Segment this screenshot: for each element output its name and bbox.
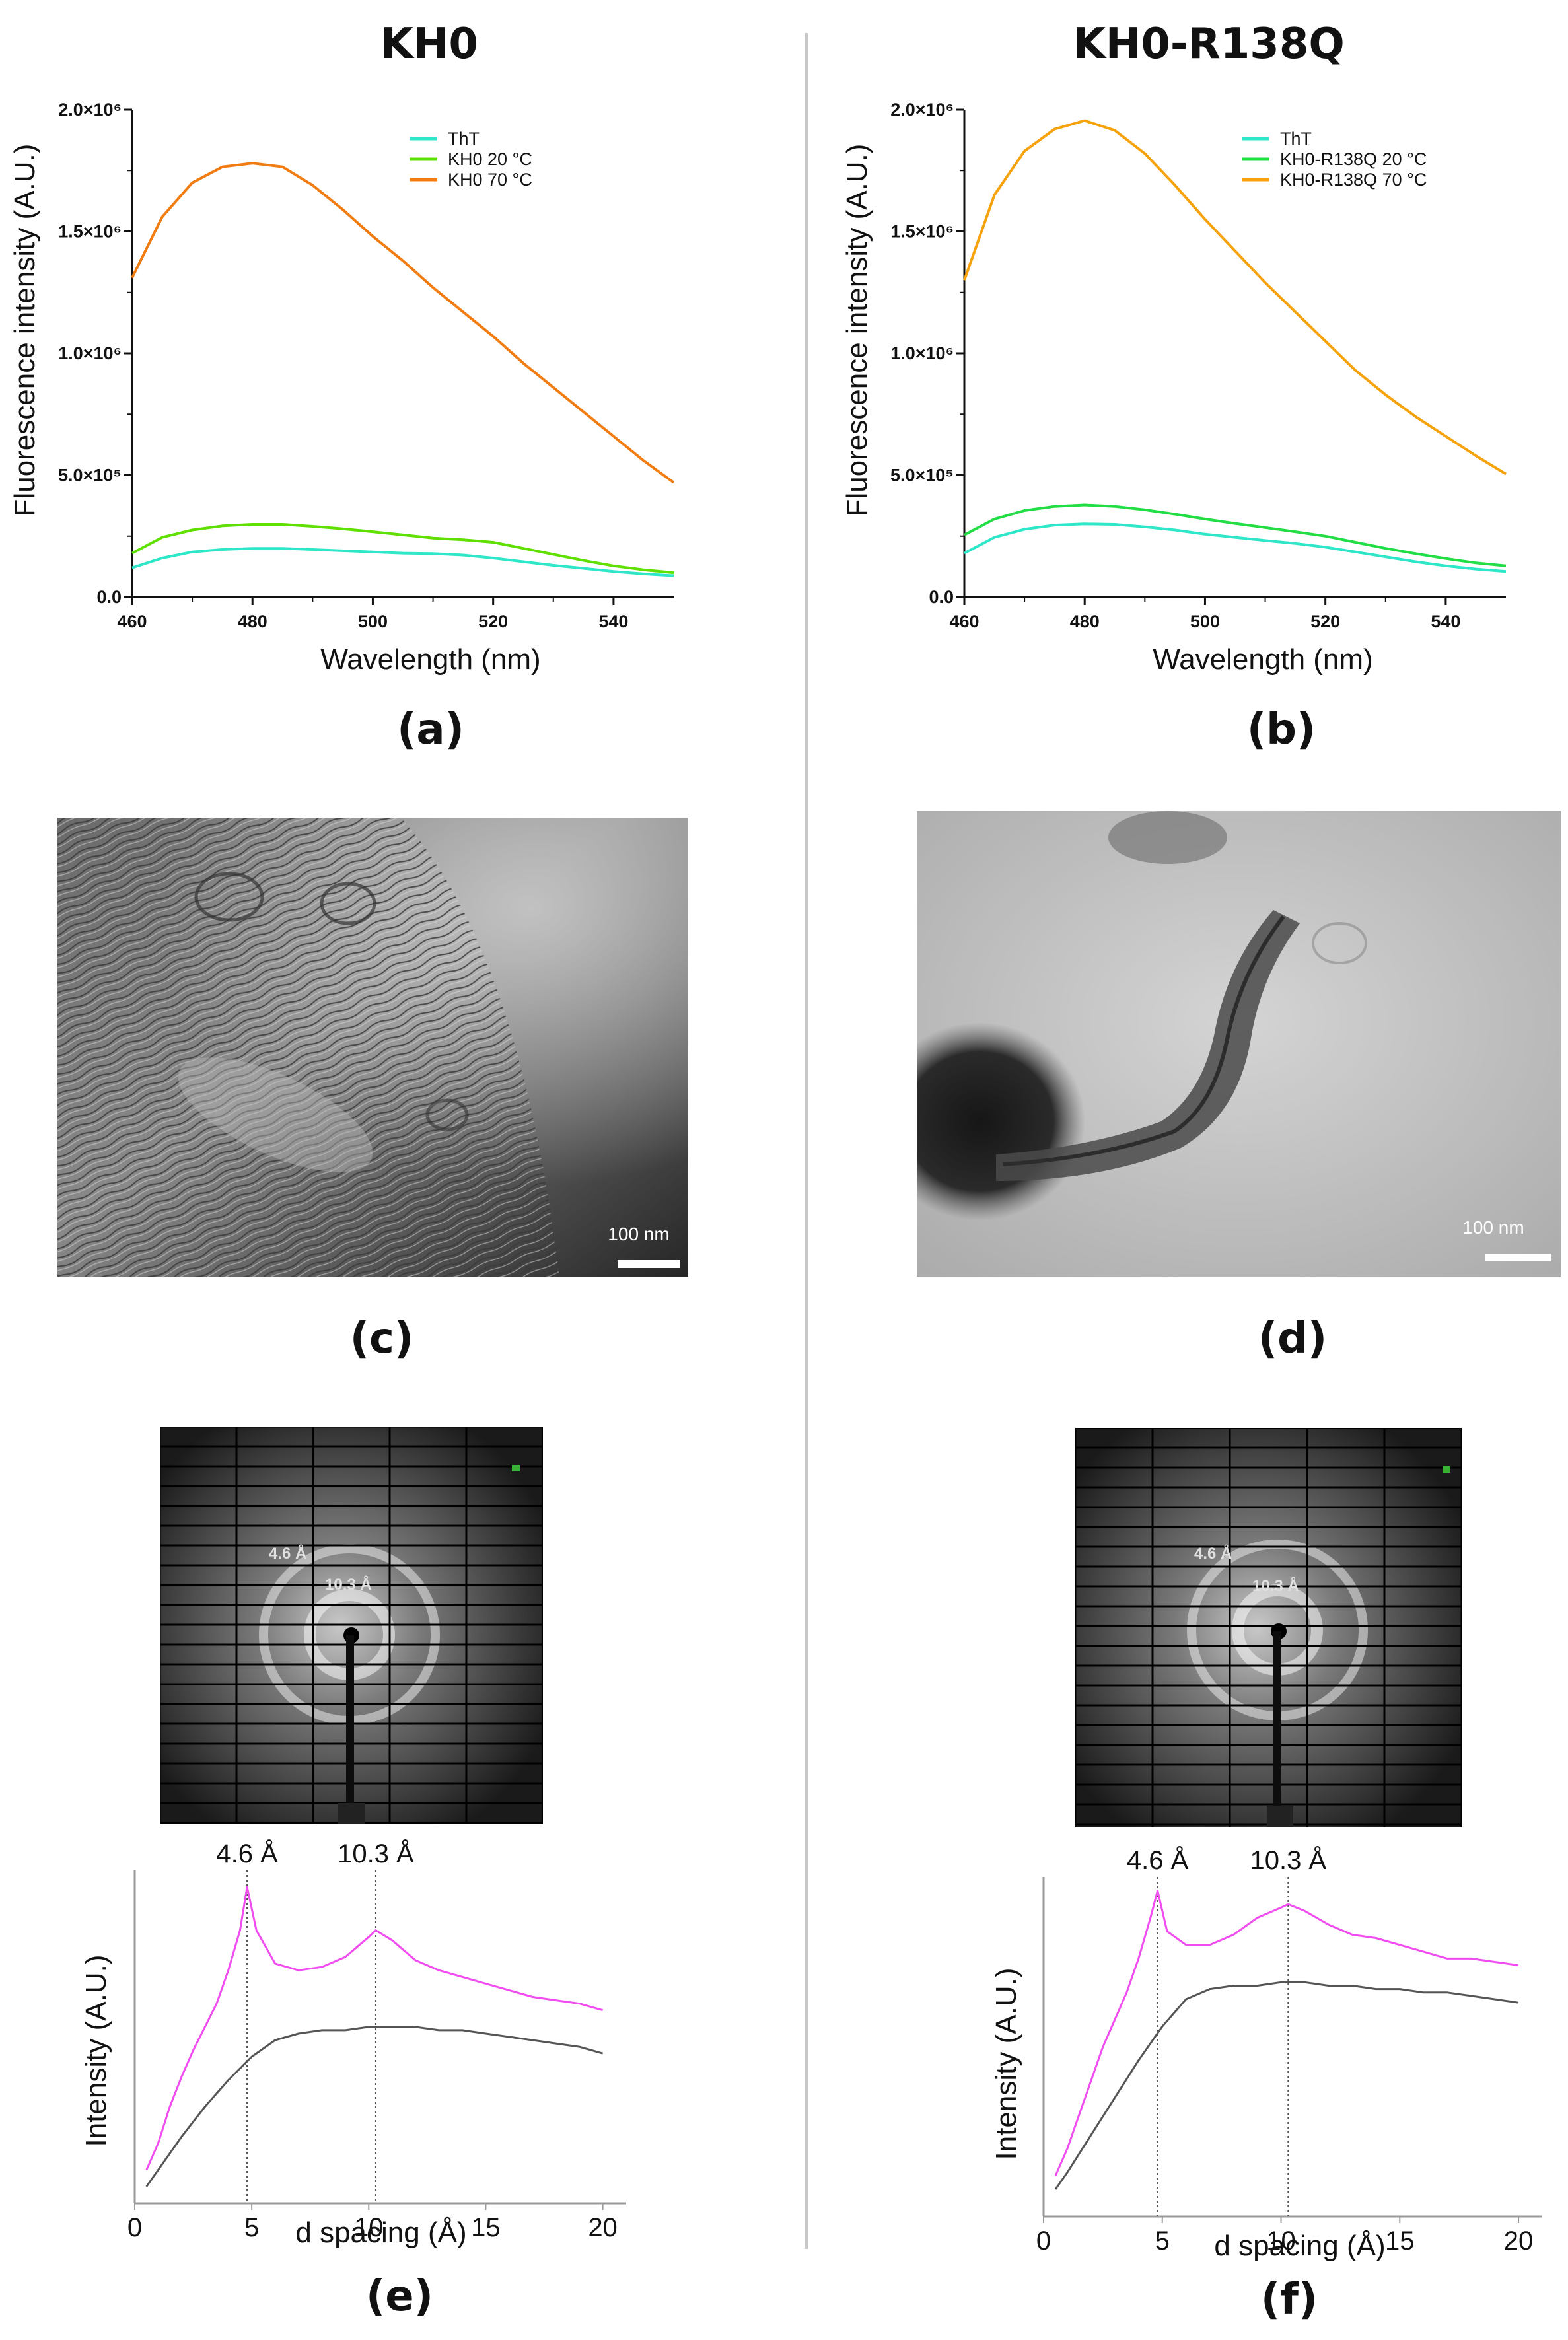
chart-b-fluorescence: Fluorescence intensity (A.U.) Wavelength… <box>841 100 1507 676</box>
chart-e-xtick-label: 10 <box>354 2213 384 2242</box>
chart-a-ylabel: Fluorescence intensity (A.U.) <box>9 144 41 517</box>
chart-e-series-2-line <box>145 2026 604 2187</box>
chart-b-ylabel: Fluorescence intensity (A.U.) <box>841 144 873 517</box>
chart-e-xtick-label: 0 <box>127 2213 142 2242</box>
title-left: KH0 <box>380 20 478 69</box>
chart-a-xtick-label: 500 <box>358 612 388 631</box>
panel-label-c: (c) <box>349 1314 414 1363</box>
chart-b-xtick-label: 480 <box>1070 612 1100 631</box>
chart-a-legend-label: KH0 70 °C <box>448 170 532 190</box>
chart-a-xtick-label: 520 <box>478 612 508 631</box>
chart-a-xtick-label: 460 <box>117 612 147 631</box>
chart-a-ytick-label: 2.0×10⁶ <box>58 100 122 120</box>
panel-label-e: (e) <box>366 2272 433 2321</box>
chart-e-ylabel: Intensity (A.U.) <box>80 1955 112 2147</box>
chart-b-xtick-label: 460 <box>949 612 979 631</box>
chart-a-ytick-label: 5.0×10⁵ <box>58 466 122 485</box>
chart-e-peak-label: 4.6 Å <box>216 1839 278 1868</box>
chart-f-ylabel: Intensity (A.U.) <box>990 1968 1022 2160</box>
chart-f-xtick-label: 5 <box>1155 2226 1170 2255</box>
chart-b-series-2-line <box>964 503 1507 567</box>
scalebar-c <box>618 1260 680 1268</box>
chart-a-xtick-label: 480 <box>238 612 267 631</box>
tem-image-c: 100 nm <box>57 818 688 1277</box>
chart-a-ytick-label: 1.5×10⁶ <box>58 222 122 242</box>
chart-b-xtick-label: 520 <box>1310 612 1340 631</box>
chart-a-series-3-line <box>131 162 675 484</box>
chart-b-xlabel: Wavelength (nm) <box>1153 643 1372 676</box>
chart-f-series-2-line <box>1054 1981 1519 2190</box>
chart-f-peak-label: 4.6 Å <box>1127 1845 1189 1875</box>
chart-b-xtick-label: 500 <box>1190 612 1220 631</box>
panel-label-f: (f) <box>1260 2275 1318 2324</box>
chart-e-peak-label: 10.3 Å <box>338 1839 414 1868</box>
chart-e-xrd-profile: Intensity (A.U.) d spacing (Å) 0 5 10 15 20 4… <box>80 1839 626 2249</box>
ring-label-e-2: 10.3 Å <box>325 1575 372 1594</box>
chart-a-xlabel: Wavelength (nm) <box>320 643 540 676</box>
chart-b-legend-label: KH0-R138Q 70 °C <box>1280 170 1427 190</box>
scalebar-d <box>1485 1254 1551 1261</box>
chart-b-legend-label: ThT <box>1280 129 1312 149</box>
chart-f-xlabel: d spacing (Å) <box>1214 2230 1385 2262</box>
panel-label-b: (b) <box>1246 705 1316 754</box>
xrd-image-e: 4.6 Å 10.3 Å <box>160 1427 543 1824</box>
chart-a-fluorescence: Fluorescence intensity (A.U.) Wavelength… <box>9 100 675 676</box>
column-divider <box>805 33 808 2249</box>
chart-e-xtick-label: 15 <box>471 2213 501 2242</box>
ring-label-f-2: 10.3 Å <box>1252 1577 1299 1595</box>
chart-f-peak-label: 10.3 Å <box>1250 1845 1326 1875</box>
chart-f-series-1-line <box>1054 1890 1519 2176</box>
chart-b-series-3-line <box>963 119 1507 476</box>
chart-a-legend-label: ThT <box>448 129 480 149</box>
chart-b-ytick-label: 1.0×10⁶ <box>890 343 954 363</box>
scalebar-d-label: 100 nm <box>1462 1217 1524 1238</box>
chart-b-xtick-label: 540 <box>1431 612 1460 631</box>
chart-b-ytick-label: 0.0 <box>929 587 954 607</box>
ring-label-e-1: 4.6 Å <box>269 1544 306 1563</box>
scalebar-c-label: 100 nm <box>608 1224 669 1244</box>
chart-f-xtick-label: 15 <box>1385 2226 1415 2255</box>
chart-e-xlabel: d spacing (Å) <box>295 2216 466 2249</box>
chart-a-series-2-line <box>131 523 674 575</box>
chart-a-ytick-label: 1.0×10⁶ <box>58 343 122 363</box>
chart-a-legend-label: KH0 20 °C <box>448 149 532 169</box>
chart-b-ytick-label: 5.0×10⁵ <box>890 466 954 485</box>
chart-f-xrd-profile: Intensity (A.U.) d spacing (Å) 0 5 10 15 20 4… <box>990 1845 1542 2262</box>
chart-a-series-1-line <box>131 547 674 577</box>
chart-f-xtick-label: 10 <box>1266 2226 1296 2255</box>
chart-e-series-1-line <box>145 1886 604 2171</box>
chart-a-ytick-label: 0.0 <box>96 587 122 607</box>
chart-f-xtick-label: 20 <box>1504 2226 1534 2255</box>
ring-label-f-1: 4.6 Å <box>1194 1544 1232 1563</box>
title-right: KH0-R138Q <box>1073 20 1345 69</box>
tem-image-d: 100 nm <box>917 811 1561 1277</box>
xrd-image-f: 4.6 Å 10.3 Å <box>1075 1428 1462 1827</box>
chart-b-series-1-line <box>964 522 1507 573</box>
panel-label-d: (d) <box>1258 1314 1328 1363</box>
panel-label-a: (a) <box>397 705 464 754</box>
chart-e-xtick-label: 20 <box>588 2213 618 2242</box>
chart-a-xtick-label: 540 <box>598 612 628 631</box>
chart-b-ytick-label: 2.0×10⁶ <box>890 100 954 120</box>
chart-b-ytick-label: 1.5×10⁶ <box>890 222 954 242</box>
chart-b-legend-label: KH0-R138Q 20 °C <box>1280 149 1427 169</box>
chart-e-xtick-label: 5 <box>244 2213 259 2242</box>
chart-f-xtick-label: 0 <box>1036 2226 1051 2255</box>
